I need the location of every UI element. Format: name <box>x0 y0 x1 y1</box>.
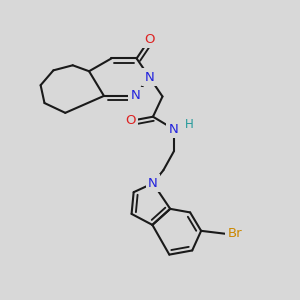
Text: O: O <box>125 114 136 128</box>
Text: Br: Br <box>228 227 243 240</box>
Text: O: O <box>144 33 155 46</box>
Text: N: N <box>145 71 154 84</box>
Text: N: N <box>169 123 179 136</box>
Text: N: N <box>148 177 158 190</box>
Text: H: H <box>185 118 194 131</box>
Text: N: N <box>130 89 140 102</box>
